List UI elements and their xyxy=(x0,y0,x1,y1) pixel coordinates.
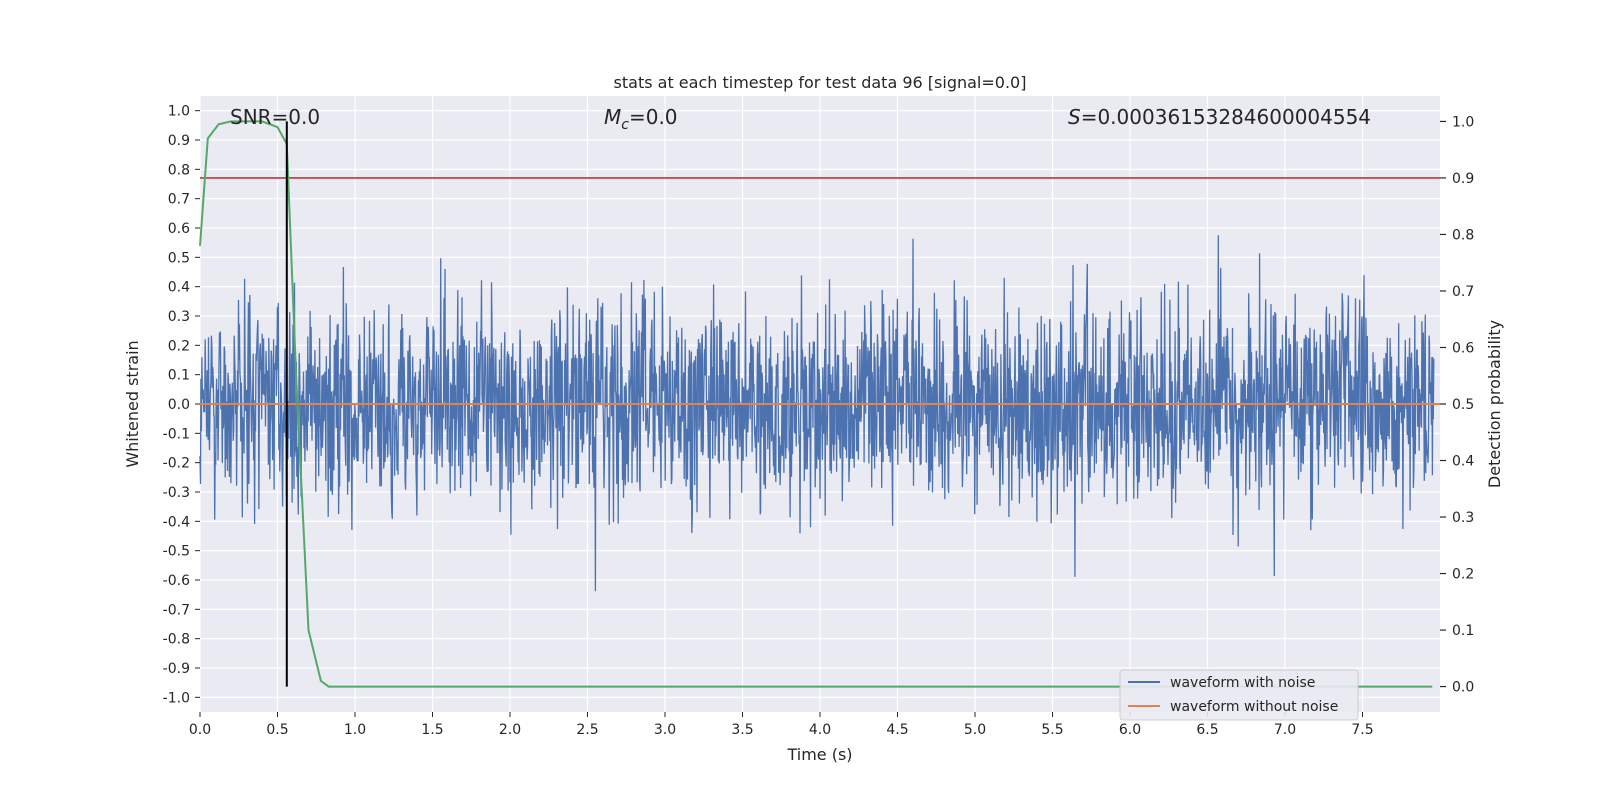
y-tick-label: -0.1 xyxy=(163,426,190,442)
x-tick-label: 3.5 xyxy=(731,722,753,738)
legend-label-clean: waveform without noise xyxy=(1170,699,1338,715)
y2-tick-label: 0.4 xyxy=(1452,454,1474,470)
x-tick-label: 0.0 xyxy=(189,722,211,738)
y-tick-label: 0.1 xyxy=(168,368,190,384)
x-tick-label: 1.5 xyxy=(421,722,443,738)
snr-annotation: SNR=0.0 xyxy=(230,105,320,129)
y2-tick-label: 0.9 xyxy=(1452,171,1474,187)
legend-label-noise: waveform with noise xyxy=(1170,675,1315,691)
x-tick-label: 4.5 xyxy=(886,722,908,738)
y2-tick-label: 0.2 xyxy=(1452,567,1474,583)
series-waveform-with-noise xyxy=(199,235,1435,592)
mc-symbol: M xyxy=(604,105,621,129)
mc-subscript: c xyxy=(621,117,629,133)
y2-tick-label: 0.6 xyxy=(1452,340,1474,356)
x-tick-label: 4.0 xyxy=(809,722,831,738)
y2-tick-label: 0.0 xyxy=(1452,680,1474,696)
mc-value: =0.0 xyxy=(629,105,678,129)
y-tick-label: -0.3 xyxy=(163,485,190,501)
x-axis-label: Time (s) xyxy=(786,745,852,764)
y-axis-label: Whitened strain xyxy=(123,340,142,467)
y2-axis-label: Detection probability xyxy=(1485,320,1504,488)
legend-box xyxy=(1119,669,1359,721)
y-tick-label: -0.2 xyxy=(163,456,190,472)
series-detection-probability xyxy=(199,120,1433,688)
y-tick-label: -1.0 xyxy=(163,690,190,706)
y2-tick-label: 0.5 xyxy=(1452,397,1474,413)
y-tick-label: -0.9 xyxy=(163,661,190,677)
x-tick-label: 7.5 xyxy=(1351,722,1373,738)
y2-tick-label: 0.3 xyxy=(1452,510,1474,526)
chart-title: stats at each timestep for test data 96 … xyxy=(614,73,1027,92)
y2-tick-label: 1.0 xyxy=(1452,114,1474,130)
y2-tick-label: 0.7 xyxy=(1452,284,1474,300)
x-tick-label: 2.5 xyxy=(576,722,598,738)
x-tick-label: 3.0 xyxy=(654,722,676,738)
y2-tick-label: 0.8 xyxy=(1452,227,1474,243)
y-tick-label: 0.9 xyxy=(168,133,190,149)
y-tick-label: -0.6 xyxy=(163,573,190,589)
y-tick-label: 0.4 xyxy=(168,280,190,296)
y-tick-label: 0.7 xyxy=(168,192,190,208)
axes: 0.0 0.5 1.0 1.5 2.0 2.5 3.0 3.5 4.0 4.5 5.0 5.5 6.0 6… xyxy=(163,104,1475,738)
y-tick-label: 0.6 xyxy=(168,221,190,237)
y-tick-label: -0.5 xyxy=(163,544,190,560)
x-tick-label: 5.5 xyxy=(1041,722,1063,738)
y-tick-label: 0.3 xyxy=(168,309,190,325)
x-tick-label: 6.5 xyxy=(1196,722,1218,738)
s-symbol: S xyxy=(1068,105,1081,129)
s-value: =0.00036153284600004554 xyxy=(1081,105,1371,129)
y-tick-label: 0.8 xyxy=(168,162,190,178)
s-annotation: S=0.00036153284600004554 xyxy=(1068,105,1371,129)
y-tick-label: 0.0 xyxy=(168,397,190,413)
mc-annotation: Mc=0.0 xyxy=(604,105,678,133)
x-tick-label: 6.0 xyxy=(1119,722,1141,738)
plot-data xyxy=(199,120,1440,688)
x-tick-label: 2.0 xyxy=(499,722,521,738)
y-tick-label: -0.7 xyxy=(163,602,190,618)
y-tick-label: 0.2 xyxy=(168,338,190,354)
y-tick-label: 1.0 xyxy=(168,104,190,120)
legend: waveform with noise waveform without noi… xyxy=(1119,669,1359,721)
x-tick-label: 0.5 xyxy=(266,722,288,738)
x-tick-label: 7.0 xyxy=(1274,722,1296,738)
y-tick-label: 0.5 xyxy=(168,250,190,266)
y-tick-label: -0.8 xyxy=(163,632,190,648)
y-tick-label: -0.4 xyxy=(163,514,190,530)
y2-tick-label: 0.1 xyxy=(1452,623,1474,639)
x-tick-label: 1.0 xyxy=(344,722,366,738)
x-tick-label: 5.0 xyxy=(964,722,986,738)
